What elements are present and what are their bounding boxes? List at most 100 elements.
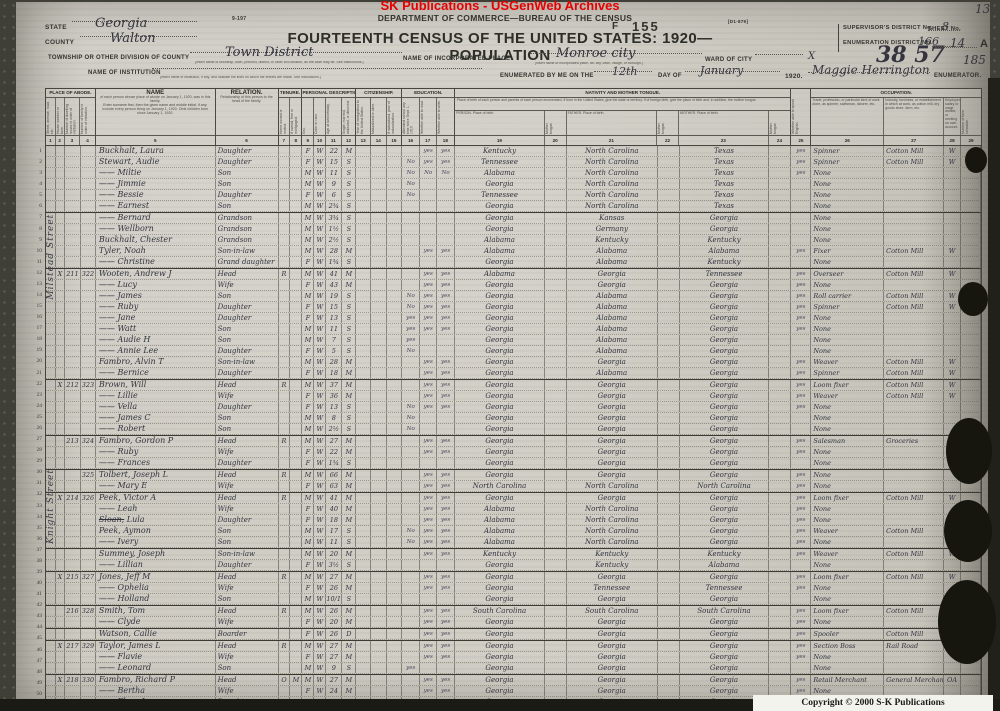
cell: yes [791,324,812,334]
cell: Georgia [455,224,545,234]
cell: —— Ruby [96,302,216,312]
cell [769,549,792,559]
column-header: Number of farm schedule. [961,109,969,134]
cell: M [302,549,315,559]
cell: yes [420,380,438,390]
cell [290,246,303,256]
cell [290,583,303,593]
cell: yes [437,572,456,582]
cell [437,663,456,673]
cell [884,257,945,267]
cell [402,675,421,685]
cell [279,413,291,423]
cell [81,190,96,200]
cell: W [314,572,327,582]
cell [769,213,792,223]
cell: None [811,458,885,468]
cell [769,168,792,178]
cell [387,594,403,604]
cell: 43 [326,280,343,290]
cell: North Carolina [567,168,658,178]
cell: Texas [680,179,770,189]
cell [791,335,812,345]
cell [658,213,680,223]
cell: W [314,493,327,503]
cell: yes [437,291,456,301]
cell: Wife [216,652,279,662]
cell [290,335,303,345]
cell: yes [437,583,456,593]
cell [944,313,962,323]
cell [658,157,680,167]
cell [46,291,56,301]
cell [46,168,56,178]
cell [290,493,303,503]
cell: —— Jimmie [96,179,216,189]
cell: Wooten, Andrew J [96,269,216,279]
cell: 3¾ [326,213,343,223]
line-number: 39 [36,568,43,575]
cell: F [302,560,315,570]
cell [545,617,567,627]
cell [356,526,372,536]
cell: yes [437,537,456,547]
cell [279,617,291,627]
cell: Georgia [455,368,545,378]
cell: Georgia [680,213,770,223]
line-number: 19 [36,347,43,354]
cell: Wife [216,280,279,290]
cell: Georgia [680,572,770,582]
cell [658,652,680,662]
ink-blot [946,418,992,484]
cell [279,201,291,211]
cell: —— Jane [96,313,216,323]
cell [371,504,388,514]
cell: None [811,168,885,178]
cell [402,246,421,256]
line-number: 13 [36,280,43,287]
enumerator-label: ENUMERATOR. [934,73,982,79]
cell: —— Holland [96,594,216,604]
cell [884,617,945,627]
cell [279,686,291,696]
cell [387,663,403,673]
cell [545,235,567,245]
cell: Kentucky [567,235,658,245]
cell [356,594,372,604]
cell [791,594,812,604]
cell [658,346,680,356]
line-number: 49 [36,679,43,686]
cell: None [811,235,885,245]
column-header: Naturalized or alien. [371,98,387,135]
cell: Georgia [455,324,545,334]
cell: W [314,324,327,334]
cell [791,213,812,223]
cell [769,663,792,673]
column-number: 11 [326,136,342,145]
cell [769,424,792,434]
cell: yes [791,641,812,651]
cell [944,560,962,570]
cell [371,402,388,412]
cell [791,224,812,234]
cell: 215 [65,572,81,582]
cell [658,470,680,480]
cell: M [342,493,357,503]
cell [961,413,981,423]
cell: 211 [65,269,81,279]
cell [402,560,421,570]
cell [371,257,388,267]
cell: W [314,424,327,434]
cell [944,663,962,673]
cell [545,583,567,593]
cell [81,179,96,189]
cell: W [314,402,327,412]
day-of-label: DAY OF [658,73,682,79]
cell [658,617,680,627]
cell [884,458,945,468]
cell [356,504,372,514]
cell [371,413,388,423]
cell: No [402,291,421,301]
cell [65,481,81,491]
